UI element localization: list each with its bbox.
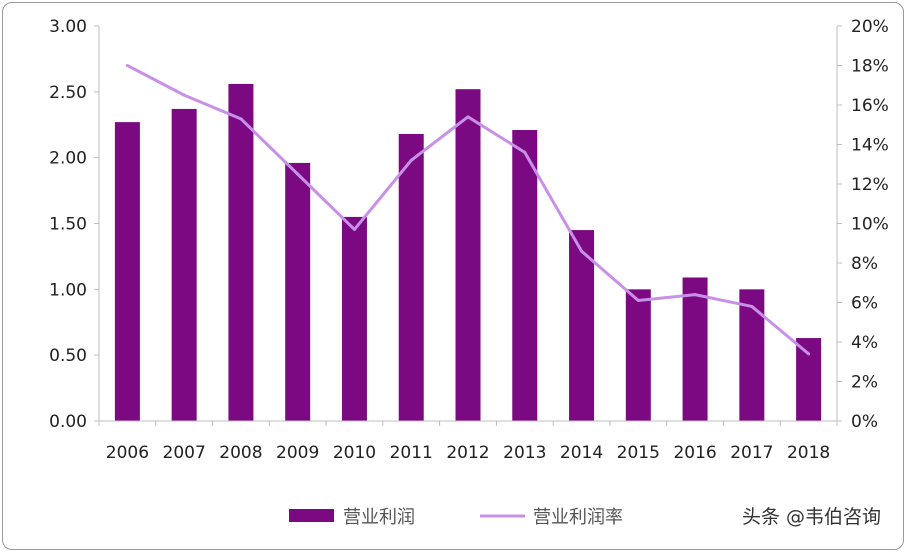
y-left-tick-label: 3.00 [49, 17, 87, 37]
x-tick-label: 2011 [390, 443, 433, 463]
bar-2018 [796, 338, 822, 421]
y-left-tick-label: 2.50 [49, 83, 87, 103]
legend-label-line: 营业利润率 [533, 507, 623, 528]
y-right-tick-label: 12% [851, 175, 889, 195]
line-point-2014 [580, 249, 584, 253]
bar-2013 [512, 130, 538, 421]
y-right-tick-label: 2% [851, 373, 878, 393]
line-point-2015 [636, 299, 640, 303]
x-tick-label: 2007 [163, 443, 206, 463]
x-tick-label: 2012 [446, 443, 489, 463]
x-tick-label: 2009 [276, 443, 319, 463]
x-tick-label: 2010 [333, 443, 376, 463]
chart-svg: 0.00 0.50 1.00 1.50 2.00 2.50 3.00 0% 2% 4% 6% 8% 10… [49, 17, 889, 528]
y-right-tick-label: 0% [851, 412, 878, 432]
x-tick-label: 2013 [503, 443, 546, 463]
line-point-2007 [182, 93, 186, 97]
x-tick-label: 2008 [219, 443, 262, 463]
y-left-tick-label: 0.50 [49, 346, 87, 366]
bar-2012 [455, 89, 481, 421]
line-point-2006 [125, 64, 129, 67]
y-right-tick-label: 20% [851, 17, 889, 37]
line-point-2018 [807, 352, 811, 356]
line-point-2010 [352, 227, 356, 231]
line-point-2009 [296, 172, 300, 176]
x-tick-label: 2006 [106, 443, 149, 463]
line-point-2013 [523, 150, 527, 154]
bar-2014 [569, 230, 595, 421]
x-tick-label: 2016 [673, 443, 716, 463]
y-left-tick-label: 1.50 [49, 215, 87, 235]
y-left-tick-label: 0.00 [49, 412, 87, 432]
bar-2010 [341, 216, 367, 421]
bar-2008 [228, 83, 254, 421]
y-right-tick-label: 16% [851, 96, 889, 116]
bar-2011 [398, 133, 424, 421]
bar-2006 [114, 122, 140, 421]
y-right-tick-label: 10% [851, 215, 889, 235]
watermark: 头条 @韦伯咨询 [741, 506, 881, 528]
y-right-tick-label: 4% [851, 333, 878, 353]
legend-label-bar: 营业利润 [343, 507, 415, 528]
x-tick-label: 2017 [730, 443, 773, 463]
y-right-tick-label: 18% [851, 57, 889, 77]
line-point-2016 [693, 293, 697, 297]
bar-2009 [285, 162, 311, 421]
y-left-tick-label: 1.00 [49, 280, 87, 300]
line-point-2012 [466, 115, 470, 119]
bar-2017 [739, 289, 765, 421]
bar-2016 [682, 277, 708, 421]
line-point-2017 [750, 304, 754, 308]
legend-swatch-bar [289, 509, 334, 522]
y-right-tick-label: 8% [851, 254, 878, 274]
bar-2015 [625, 289, 651, 421]
bar-2007 [171, 108, 197, 421]
y-left-tick-label: 2.00 [49, 149, 87, 169]
y-right-tick-label: 6% [851, 294, 878, 314]
x-tick-label: 2015 [617, 443, 660, 463]
line-point-2008 [239, 117, 243, 121]
y-right-tick-label: 14% [851, 136, 889, 156]
x-tick-label: 2014 [560, 443, 603, 463]
x-tick-label: 2018 [787, 443, 830, 463]
line-point-2011 [409, 158, 413, 162]
